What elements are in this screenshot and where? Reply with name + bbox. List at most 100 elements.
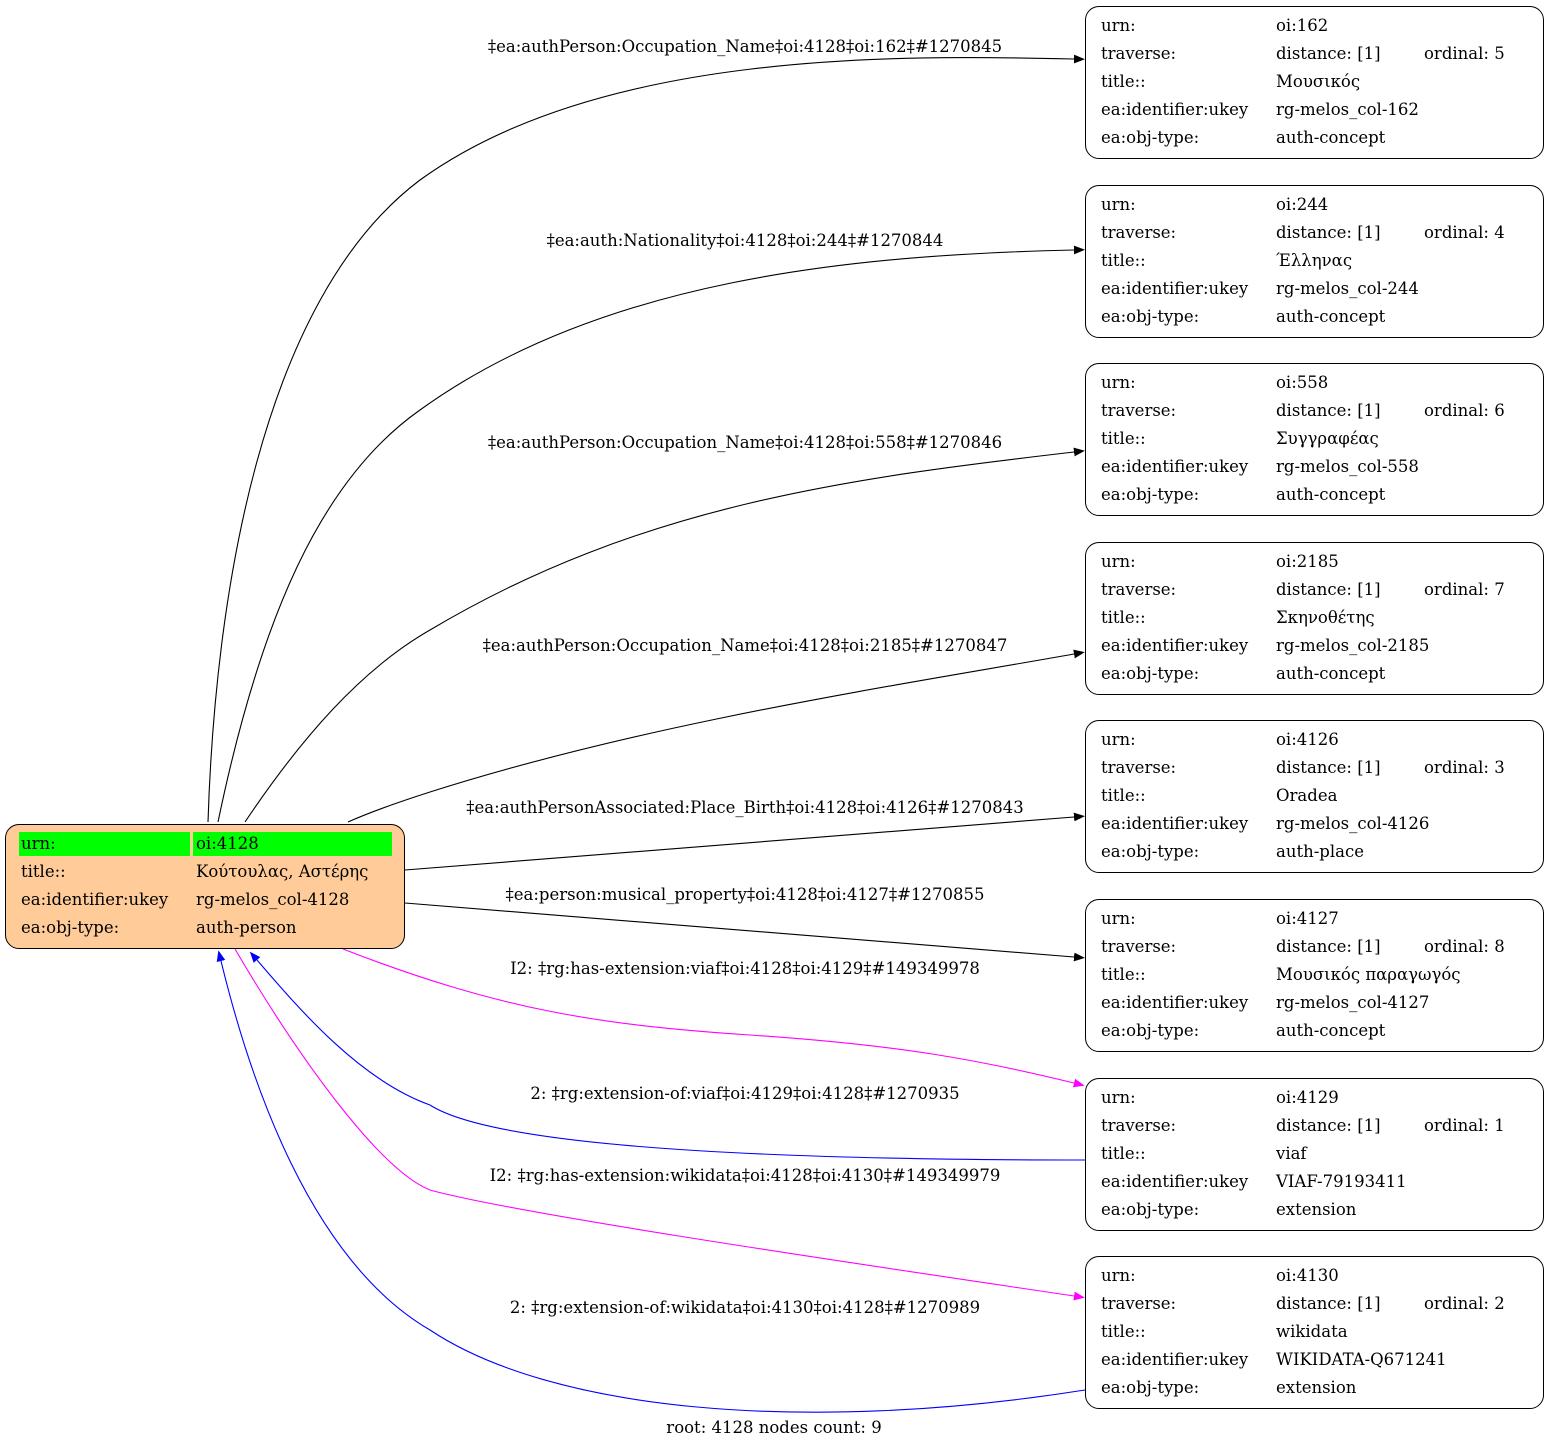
- node-title: Μουσικός παραγωγός: [1276, 965, 1461, 984]
- node-distance: distance: [1]: [1276, 44, 1381, 63]
- node-oi-162[interactable]: urn: oi:162 traverse: distance: [1] ordinal:…: [1085, 6, 1544, 159]
- field-label: urn:: [1101, 730, 1136, 749]
- edge-label: ‡ea:authPerson:Occupation_Name‡oi:4128‡o…: [487, 37, 1003, 56]
- node-ordinal: ordinal: 6: [1424, 401, 1505, 420]
- root-objtype: auth-person: [196, 918, 297, 937]
- field-label: title::: [1101, 251, 1146, 270]
- edge-5[interactable]: [404, 902, 1085, 962]
- field-label: title::: [21, 862, 66, 881]
- root-title: Κούτουλας, Αστέρης: [196, 862, 369, 881]
- node-distance: distance: [1]: [1276, 580, 1381, 599]
- node-objtype: auth-concept: [1276, 307, 1386, 326]
- node-ordinal: ordinal: 2: [1424, 1294, 1505, 1313]
- field-label: traverse:: [1101, 44, 1177, 63]
- field-label: ea:obj-type:: [1101, 485, 1200, 504]
- node-distance: distance: [1]: [1276, 401, 1381, 420]
- field-label: traverse:: [1101, 223, 1177, 242]
- node-urn: oi:2185: [1276, 552, 1339, 571]
- node-ukey: rg-melos_col-4127: [1276, 993, 1430, 1012]
- field-label: ea:identifier:ukey: [1101, 1172, 1249, 1191]
- field-label: ea:obj-type:: [1101, 1200, 1200, 1219]
- field-label: traverse:: [1101, 1116, 1177, 1135]
- edge-6[interactable]: [342, 948, 1085, 1088]
- node-urn: oi:4129: [1276, 1088, 1339, 1107]
- field-label: title::: [1101, 786, 1146, 805]
- node-objtype: extension: [1276, 1378, 1357, 1397]
- node-ordinal: ordinal: 3: [1424, 758, 1505, 777]
- field-label: urn:: [1101, 195, 1136, 214]
- node-oi-4130[interactable]: urn: oi:4130 traverse: distance: [1] ordinal…: [1085, 1256, 1544, 1409]
- field-label: title::: [1101, 429, 1146, 448]
- node-title: Έλληνας: [1276, 251, 1353, 270]
- edge-0[interactable]: [207, 54, 1085, 823]
- node-oi-4129[interactable]: urn: oi:4129 traverse: distance: [1] ordinal…: [1085, 1078, 1544, 1231]
- edge-label: ‡ea:authPersonAssociated:Place_Birth‡oi:…: [466, 798, 1024, 817]
- field-label: ea:identifier:ukey: [1101, 457, 1249, 476]
- node-ukey: rg-melos_col-162: [1276, 100, 1419, 119]
- field-label: ea:obj-type:: [1101, 664, 1200, 683]
- field-label: ea:identifier:ukey: [1101, 100, 1249, 119]
- root-node[interactable]: urn: oi:4128 title:: Κούτουλας, Αστέρης …: [5, 824, 405, 949]
- node-ukey: VIAF-79193411: [1276, 1172, 1407, 1191]
- field-label: urn:: [1101, 373, 1136, 392]
- field-label: ea:obj-type:: [1101, 1021, 1200, 1040]
- graph-footer: root: 4128 nodes count: 9: [666, 1418, 882, 1437]
- edge-3[interactable]: [347, 649, 1085, 823]
- node-ordinal: ordinal: 4: [1424, 223, 1505, 242]
- edge-7[interactable]: [249, 951, 1086, 1161]
- node-oi-244[interactable]: urn: oi:244 traverse: distance: [1] ordinal:…: [1085, 185, 1544, 338]
- field-label: urn:: [1101, 1088, 1136, 1107]
- edge-label: ‡ea:person:musical_property‡oi:4128‡oi:4…: [505, 885, 985, 904]
- node-distance: distance: [1]: [1276, 937, 1381, 956]
- node-distance: distance: [1]: [1276, 1116, 1381, 1135]
- field-label: traverse:: [1101, 937, 1177, 956]
- node-distance: distance: [1]: [1276, 223, 1381, 242]
- field-label: traverse:: [1101, 580, 1177, 599]
- node-objtype: auth-place: [1276, 842, 1364, 861]
- field-label: title::: [1101, 1322, 1146, 1341]
- node-ukey: WIKIDATA-Q671241: [1276, 1350, 1447, 1369]
- root-ukey: rg-melos_col-4128: [196, 890, 350, 909]
- edge-label: 2: ‡rg:extension-of:viaf‡oi:4129‡oi:4128…: [530, 1084, 960, 1103]
- node-ordinal: ordinal: 5: [1424, 44, 1505, 63]
- node-ordinal: ordinal: 7: [1424, 580, 1505, 599]
- field-label: ea:obj-type:: [1101, 1378, 1200, 1397]
- edge-9[interactable]: [216, 950, 1086, 1413]
- field-label: urn:: [1101, 16, 1136, 35]
- node-title: Σκηνοθέτης: [1276, 608, 1375, 627]
- node-ukey: rg-melos_col-244: [1276, 279, 1419, 298]
- node-title: Oradea: [1276, 786, 1338, 805]
- field-label: ea:identifier:ukey: [1101, 814, 1249, 833]
- edge-label: I2: ‡rg:has-extension:viaf‡oi:4128‡oi:41…: [510, 959, 980, 978]
- field-label: ea:identifier:ukey: [21, 890, 169, 909]
- field-label: urn:: [1101, 1266, 1136, 1285]
- node-oi-558[interactable]: urn: oi:558 traverse: distance: [1] ordinal:…: [1085, 363, 1544, 516]
- root-urn-highlight: [19, 832, 190, 856]
- node-urn: oi:558: [1276, 373, 1329, 392]
- node-title: Συγγραφέας: [1276, 429, 1379, 448]
- node-ukey: rg-melos_col-2185: [1276, 636, 1430, 655]
- node-oi-4127[interactable]: urn: oi:4127 traverse: distance: [1] ordinal…: [1085, 899, 1544, 1052]
- node-urn: oi:4126: [1276, 730, 1339, 749]
- node-ordinal: ordinal: 1: [1424, 1116, 1505, 1135]
- edge-4[interactable]: [404, 812, 1085, 871]
- field-label: urn:: [21, 834, 56, 853]
- node-ukey: rg-melos_col-4126: [1276, 814, 1430, 833]
- node-urn: oi:162: [1276, 16, 1329, 35]
- node-oi-2185[interactable]: urn: oi:2185 traverse: distance: [1] ordinal…: [1085, 542, 1544, 695]
- field-label: urn:: [1101, 909, 1136, 928]
- edge-2[interactable]: [244, 447, 1085, 823]
- node-objtype: auth-concept: [1276, 485, 1386, 504]
- node-urn: oi:4127: [1276, 909, 1339, 928]
- node-title: viaf: [1276, 1144, 1307, 1163]
- node-oi-4126[interactable]: urn: oi:4126 traverse: distance: [1] ordinal…: [1085, 720, 1544, 873]
- edge-label: ‡ea:auth:Nationality‡oi:4128‡oi:244‡#127…: [546, 231, 944, 250]
- node-urn: oi:4130: [1276, 1266, 1339, 1285]
- field-label: title::: [1101, 608, 1146, 627]
- node-distance: distance: [1]: [1276, 758, 1381, 777]
- field-label: ea:obj-type:: [1101, 307, 1200, 326]
- edge-8[interactable]: [234, 948, 1085, 1301]
- edge-1[interactable]: [217, 245, 1085, 823]
- node-objtype: auth-concept: [1276, 664, 1386, 683]
